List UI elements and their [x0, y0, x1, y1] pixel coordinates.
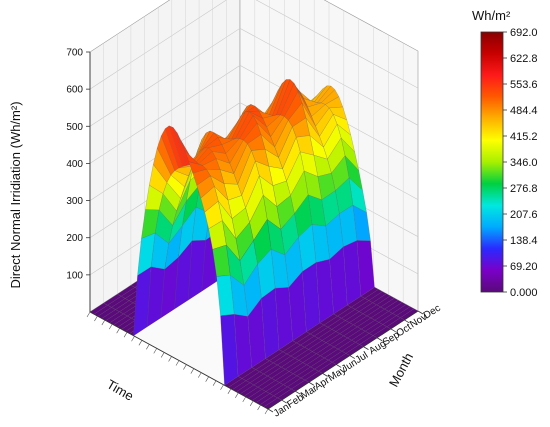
time-tick-mark — [86, 311, 91, 318]
time-tick-mark — [175, 360, 180, 366]
colorbar-tick-label: 276.8 — [510, 183, 538, 195]
colorbar-tick-label: 0.000 — [510, 287, 538, 299]
month-tick-mark — [281, 399, 287, 404]
time-tick-mark — [205, 376, 209, 382]
colorbar-tick-label: 207.6 — [510, 209, 538, 221]
colorbar-tick-label: 484.4 — [510, 105, 538, 117]
time-tick-mark — [220, 384, 224, 390]
time-tick-mark — [264, 408, 269, 415]
month-tick-mark — [308, 381, 315, 386]
z-tick-label: 100 — [66, 270, 83, 281]
month-tick-mark — [335, 364, 342, 368]
month-tick-mark — [376, 337, 383, 342]
time-tick-mark — [153, 348, 158, 354]
month-tick-mark — [404, 319, 410, 324]
chart-axes: 100200300400500600700JanFebMarAprMayJunJ… — [66, 48, 442, 420]
time-tick-mark — [227, 388, 232, 394]
time-tick-mark — [168, 356, 172, 362]
z-tick-label: 200 — [66, 233, 83, 244]
time-tick-mark — [249, 400, 254, 407]
time-tick-mark — [235, 392, 239, 398]
colorbar-tick-label: 138.4 — [510, 235, 538, 247]
colorbar-tick-label: 69.20 — [510, 261, 538, 273]
time-tick-mark — [138, 340, 143, 346]
time-tick-mark — [131, 336, 135, 342]
month-tick-mark — [322, 373, 328, 377]
time-tick-mark — [146, 344, 150, 350]
y-axis-title: Month — [386, 350, 416, 389]
z-tick-label: 400 — [66, 159, 83, 170]
colorbar-tick-label: 692.0 — [510, 27, 538, 39]
z-axis-title: Direct Normal Irridiation (Wh/m²) — [8, 101, 23, 288]
y-axis-line — [267, 310, 419, 410]
colorbar-tick-label: 553.6 — [510, 79, 538, 91]
time-tick-mark — [242, 396, 247, 403]
z-tick-label: 700 — [66, 48, 83, 59]
z-tick-label: 300 — [66, 196, 83, 207]
month-tick-mark — [267, 408, 274, 413]
time-tick-mark — [212, 380, 217, 386]
time-tick-mark — [108, 323, 113, 330]
surface-plot — [89, 79, 419, 410]
colorbar-title: Wh/m² — [472, 8, 511, 23]
time-tick-mark — [101, 319, 106, 326]
month-tick-mark — [349, 355, 356, 359]
time-tick-mark — [116, 328, 120, 334]
month-tick-mark — [295, 390, 301, 395]
colorbar-tick-label: 622.8 — [510, 53, 538, 65]
time-tick-mark — [94, 315, 98, 322]
time-tick-mark — [197, 372, 202, 378]
colorbar: Wh/m² 692.0 622.8 553.6 484.4 415.2 346.0 276.… — [472, 8, 538, 299]
time-tick-mark — [160, 352, 165, 358]
colorbar-ticks: 692.0 622.8 553.6 484.4 415.2 346.0 276.8 207.6… — [503, 27, 538, 299]
z-tick-label: 500 — [66, 122, 83, 133]
x-axis-title: Time — [104, 377, 136, 404]
colorbar-gradient — [480, 31, 504, 293]
time-tick-mark — [183, 364, 187, 370]
colorbar-tick-label: 415.2 — [510, 131, 538, 143]
month-tick-mark — [390, 328, 396, 333]
time-tick-mark — [257, 404, 261, 411]
z-tick-label: 600 — [66, 85, 83, 96]
month-tick-label: Dec — [422, 303, 443, 322]
time-tick-mark — [123, 332, 128, 338]
month-tick-mark — [363, 346, 369, 350]
colorbar-tick-label: 346.0 — [510, 157, 538, 169]
month-tick-mark — [417, 310, 424, 315]
time-tick-mark — [190, 368, 195, 374]
